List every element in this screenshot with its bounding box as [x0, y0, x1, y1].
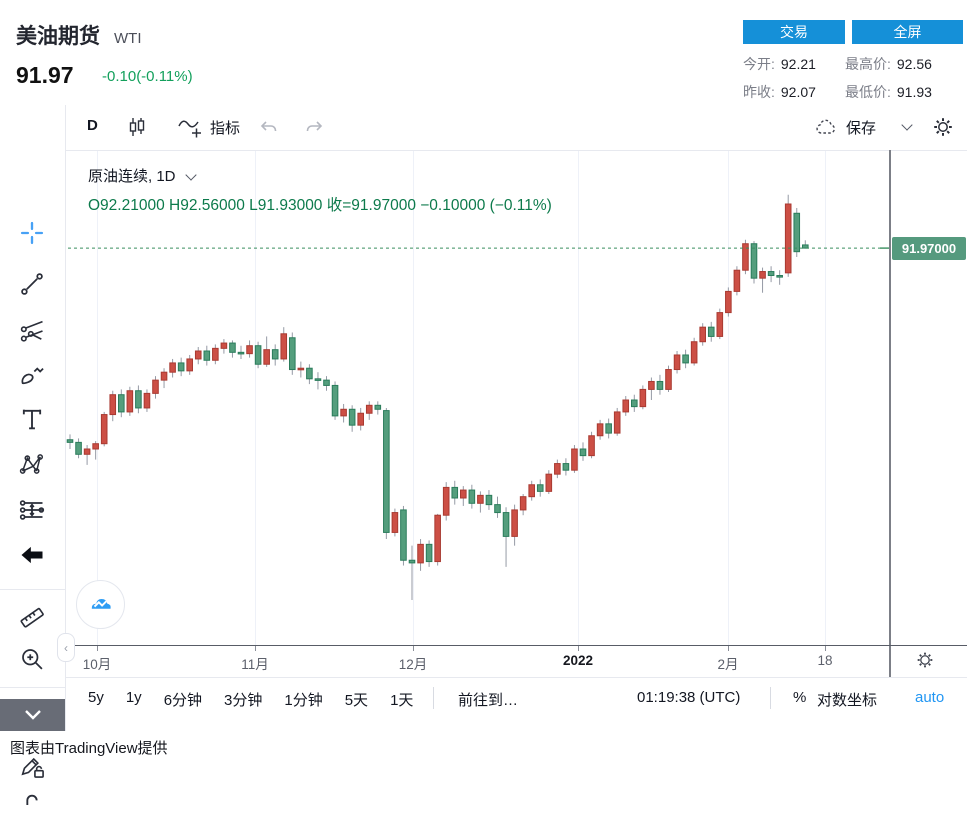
tradingview-logo-button[interactable]	[76, 580, 125, 629]
time-axis-label: 18	[817, 653, 833, 668]
sidebar-collapse-button[interactable]: ‹	[57, 633, 75, 662]
range-button-5天[interactable]: 5天	[344, 692, 369, 709]
chevron-down-icon	[24, 710, 41, 720]
stat-row: 最高价: 92.56	[845, 50, 932, 78]
bottom-toolbar: 5y 1y 6分钟 3分钟 1分钟 5天 1天 前往到… 01:19:38 (UTC) % …	[65, 677, 967, 719]
fullscreen-button[interactable]: 全屏	[852, 20, 963, 44]
fullscreen-button-label: 全屏	[893, 24, 922, 40]
stat-value: 91.93	[896, 84, 932, 100]
goto-date-button[interactable]: 前往到…	[458, 692, 519, 709]
trade-button[interactable]: 交易	[743, 20, 845, 44]
price-axis-border[interactable]	[889, 150, 891, 677]
range-button-1天[interactable]: 1天	[390, 692, 414, 709]
chart-legend-series[interactable]: 原油连续, 1D	[88, 165, 197, 186]
time-axis-label: 11月	[241, 657, 269, 672]
trade-button-label: 交易	[780, 24, 808, 40]
range-button-3分钟[interactable]: 3分钟	[224, 692, 263, 709]
zoom-in-tool[interactable]	[18, 645, 46, 673]
last-price: 91.97	[16, 62, 74, 88]
sidebar-divider	[0, 687, 65, 688]
range-button-1y[interactable]: 1y	[125, 689, 142, 706]
log-scale-button[interactable]: 对数坐标	[817, 692, 878, 709]
undo-icon[interactable]	[257, 116, 281, 140]
legend-chevron-down-icon[interactable]	[185, 169, 197, 181]
range-button-5y[interactable]: 5y	[88, 689, 104, 706]
brush-tool[interactable]	[18, 361, 46, 389]
measure-tool[interactable]	[18, 600, 46, 628]
series-title: 原油连续, 1D	[88, 168, 176, 185]
instrument-name: 美油期货	[16, 25, 100, 48]
range-buttons: 5y 1y 6分钟 3分钟 1分钟 5天 1天	[88, 689, 413, 710]
stats-column-right: 最高价: 92.56 最低价: 91.93	[845, 50, 932, 106]
percent-scale-button[interactable]: %	[793, 689, 807, 706]
stats-column-left: 今开: 92.21 昨收: 92.07	[743, 50, 816, 106]
time-axis-label: 10月	[82, 657, 112, 672]
indicator-button[interactable]: 指标	[210, 120, 241, 137]
chart-legend-ohlc: O92.21000 H92.56000 L91.93000 收=91.97000…	[88, 197, 552, 214]
cloud-icon	[813, 116, 837, 140]
save-button[interactable]: 保存	[846, 120, 877, 137]
arrow-tool[interactable]	[18, 541, 46, 569]
redo-icon[interactable]	[302, 116, 326, 140]
prediction-tool[interactable]	[18, 496, 46, 524]
page-title: 美油期货 WTI	[16, 20, 142, 50]
text-tool[interactable]	[18, 405, 46, 433]
stat-label: 最高价:	[845, 56, 891, 72]
candlestick-style-icon[interactable]	[125, 115, 149, 139]
stat-value: 92.07	[780, 84, 816, 100]
stat-row: 昨收: 92.07	[743, 78, 816, 106]
time-axis-label: 2月	[717, 657, 739, 672]
panel-collapse-bar[interactable]	[0, 699, 65, 731]
time-axis-label: 2022	[562, 653, 594, 668]
gann-fib-tool[interactable]	[18, 317, 46, 345]
stat-value: 92.21	[780, 56, 816, 72]
attribution-text: 图表由TradingView提供	[10, 740, 168, 757]
stat-label: 最低价:	[845, 84, 891, 100]
trend-line-tool[interactable]	[18, 270, 46, 298]
time-axis-label: 12月	[398, 657, 428, 672]
crosshair-tool[interactable]	[18, 219, 46, 247]
toolbar-divider	[770, 687, 771, 709]
current-price-label: 91.97000	[892, 237, 966, 260]
gear-icon[interactable]	[931, 115, 955, 139]
drawing-tools-sidebar	[0, 105, 66, 805]
chart-toolbar: D 指标 保存	[65, 105, 967, 151]
sidebar-divider	[0, 589, 65, 590]
clock-utc[interactable]: 01:19:38 (UTC)	[637, 689, 741, 706]
time-axis[interactable]: 10月 11月 12月 2022 2月 18	[0, 645, 967, 677]
price-change: -0.10(-0.11%)	[102, 68, 193, 85]
indicator-icon[interactable]	[177, 116, 201, 140]
tradingview-logo-icon	[91, 598, 111, 609]
stat-value: 92.56	[896, 56, 932, 72]
stat-row: 今开: 92.21	[743, 50, 816, 78]
lock-all-tool[interactable]	[18, 791, 46, 819]
time-axis-border	[65, 645, 967, 646]
axis-gear-icon[interactable]	[914, 649, 938, 673]
auto-scale-button[interactable]: auto	[915, 689, 945, 706]
candlestick-chart[interactable]	[0, 0, 967, 700]
range-button-1分钟[interactable]: 1分钟	[284, 692, 323, 709]
range-button-6分钟[interactable]: 6分钟	[163, 692, 203, 709]
stat-row: 最低价: 91.93	[845, 78, 932, 106]
stat-label: 今开:	[743, 56, 775, 72]
xabcd-pattern-tool[interactable]	[18, 450, 46, 478]
interval-button[interactable]: D	[87, 117, 98, 134]
instrument-symbol: WTI	[114, 30, 142, 47]
toolbar-divider	[433, 687, 434, 709]
stat-label: 昨收:	[743, 84, 775, 100]
